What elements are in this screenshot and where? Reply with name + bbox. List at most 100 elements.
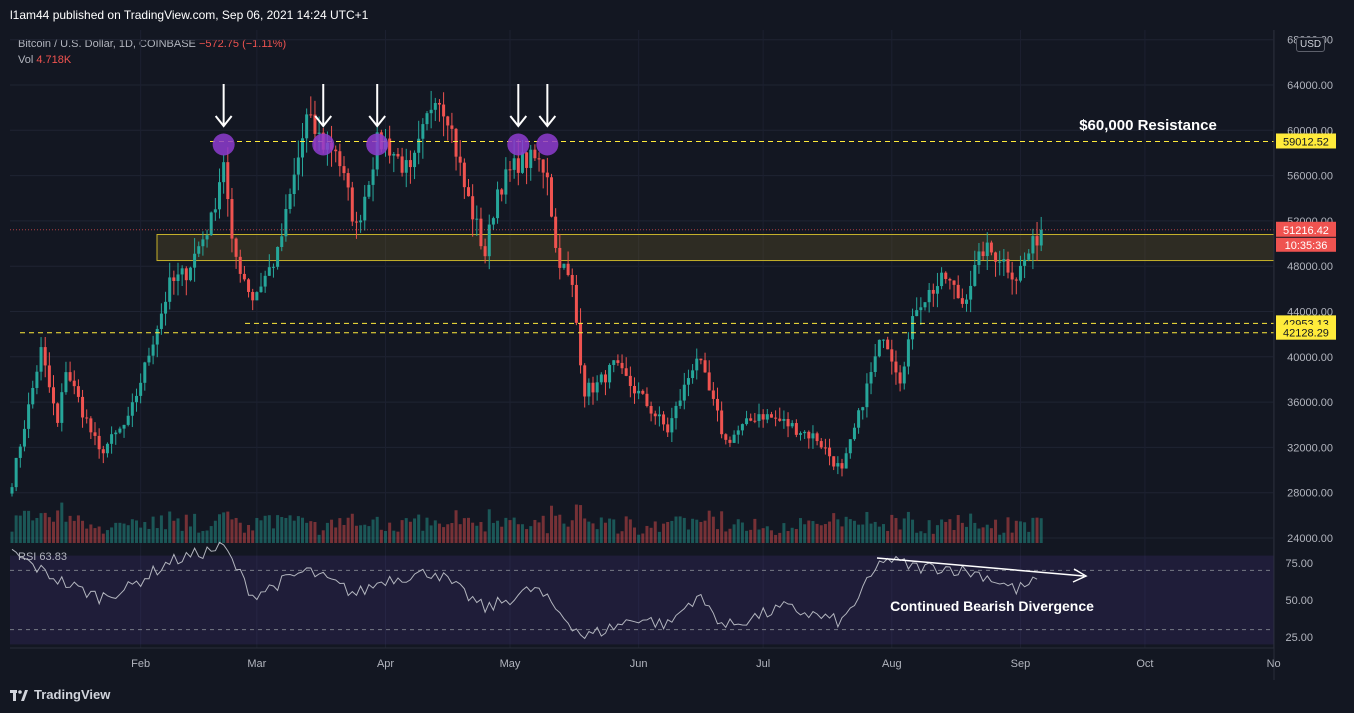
- candle-body: [836, 463, 840, 467]
- candle-body: [209, 212, 213, 236]
- volume-bar: [960, 522, 964, 543]
- volume-bar: [301, 517, 304, 543]
- volume-bar: [226, 511, 230, 543]
- candle-body: [47, 365, 51, 388]
- volume-bar: [81, 520, 85, 543]
- footer-brand[interactable]: TradingView: [10, 687, 110, 702]
- volume-bar: [807, 520, 811, 543]
- volume-bar: [641, 533, 645, 543]
- volume-bar: [525, 529, 529, 543]
- volume-bar: [720, 511, 724, 543]
- candle-body: [815, 433, 819, 442]
- volume-bar: [823, 524, 827, 543]
- candle-body: [388, 138, 392, 156]
- volume-bar: [828, 521, 832, 543]
- candle-body: [1014, 279, 1018, 281]
- candle-body: [1006, 259, 1010, 273]
- candle-body: [940, 272, 944, 287]
- candle-body: [541, 159, 545, 173]
- candle-body: [558, 247, 562, 268]
- volume-bar: [1023, 522, 1027, 543]
- volume-bar: [566, 526, 570, 543]
- volume-bar: [313, 521, 317, 543]
- candle-body: [799, 433, 802, 435]
- volume-bar: [14, 515, 18, 543]
- volume-bar: [139, 527, 143, 543]
- volume-bar: [437, 523, 441, 543]
- support-resistance-zone: [156, 233, 1275, 262]
- candle-body: [271, 266, 275, 268]
- symbol-label[interactable]: Bitcoin / U.S. Dollar, 1D, COINBASE: [18, 38, 196, 50]
- volume-bar: [570, 520, 574, 543]
- down-arrow-icon: [509, 115, 528, 128]
- volume-bar: [873, 521, 877, 543]
- candle-body: [64, 372, 68, 393]
- volume-bar: [890, 514, 894, 543]
- price-tick-label: 28000.00: [1287, 488, 1333, 500]
- volume-bar: [97, 526, 101, 543]
- volume-bar: [633, 527, 636, 543]
- candle-body: [60, 392, 64, 423]
- down-arrow-icon: [214, 115, 233, 128]
- volume-label[interactable]: Vol: [18, 54, 34, 66]
- price-tick-label: 56000.00: [1287, 171, 1333, 183]
- candle-body: [720, 410, 724, 435]
- candle-body: [989, 242, 993, 253]
- volume-bar: [176, 518, 180, 543]
- candle-body: [944, 272, 948, 279]
- volume-bar: [574, 504, 578, 543]
- volume-bar: [724, 531, 728, 543]
- time-tick-label: May: [500, 658, 521, 670]
- volume-bar: [271, 528, 275, 543]
- volume-bar: [994, 519, 998, 543]
- candle-body: [807, 431, 811, 439]
- volume-bar: [184, 514, 188, 543]
- candle-body: [27, 404, 31, 429]
- candle-body: [761, 414, 765, 420]
- candle-body: [122, 424, 126, 429]
- volume-bar: [508, 520, 512, 543]
- volume-bar: [404, 518, 408, 543]
- time-tick-label: Oct: [1136, 658, 1153, 670]
- resistance-annotation: $60,000 Resistance: [1079, 117, 1217, 134]
- volume-bar: [321, 530, 325, 543]
- currency-badge[interactable]: USD: [1296, 37, 1326, 52]
- volume-bar: [408, 521, 412, 543]
- volume-bar: [624, 516, 628, 543]
- volume-bar: [491, 522, 495, 543]
- candle-body: [612, 360, 616, 365]
- candle-body: [529, 149, 533, 168]
- volume-bar: [309, 521, 313, 543]
- candle-body: [184, 268, 188, 281]
- volume-bar: [861, 524, 865, 543]
- volume-bar: [172, 520, 176, 543]
- candle-body: [188, 267, 192, 281]
- volume-bar: [761, 528, 765, 543]
- volume-bar: [60, 502, 64, 543]
- candle-body: [442, 104, 446, 117]
- volume-bar: [736, 519, 740, 543]
- candle-body: [591, 382, 595, 393]
- candle-body: [624, 368, 628, 376]
- candle-body: [1023, 259, 1027, 266]
- time-tick-label: Mar: [247, 658, 266, 670]
- volume-bar: [674, 516, 678, 543]
- candle-body: [14, 457, 18, 488]
- volume-bar: [550, 505, 553, 543]
- candle-body: [674, 405, 678, 419]
- volume-bar: [956, 515, 960, 543]
- candle-body: [247, 279, 251, 292]
- candle-body: [861, 407, 865, 411]
- volume-bar: [442, 527, 446, 543]
- candle-body: [707, 372, 711, 391]
- candle-body: [1027, 253, 1031, 260]
- top-marker-circle: [536, 133, 559, 156]
- candle-body: [284, 208, 288, 237]
- volume-bar: [288, 515, 292, 543]
- candle-body: [180, 268, 184, 275]
- volume-bar: [276, 515, 280, 543]
- candle-body: [545, 172, 549, 178]
- candle-body: [350, 187, 354, 222]
- candle-body: [520, 152, 524, 173]
